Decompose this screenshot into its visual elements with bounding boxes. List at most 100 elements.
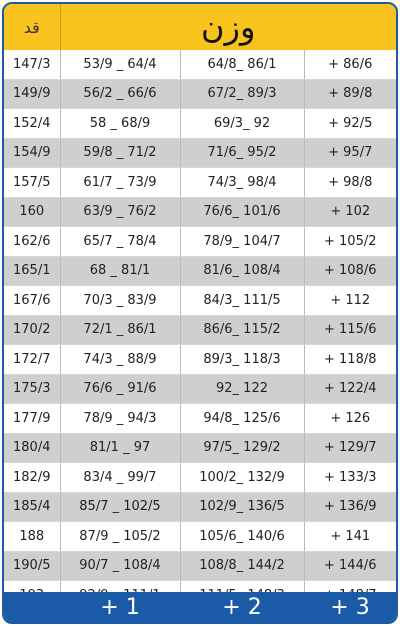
weight-range-1-cell: 53/9 _ 64/4 xyxy=(60,50,181,80)
table-row: 152/4 58 _ 68/9 69/3_ 92 + 92/5 xyxy=(4,108,396,139)
height-cell: 157/5 xyxy=(4,167,61,198)
weight-range-2-cell: 71/6_ 95/2 xyxy=(180,138,305,168)
weight-range-3-cell: + 118/8 xyxy=(304,344,396,375)
weight-range-3-cell: + 122/4 xyxy=(304,374,396,404)
weight-range-3-cell: + 129/7 xyxy=(304,433,396,463)
weight-range-2-cell: 86/6_ 115/2 xyxy=(180,315,305,345)
height-cell: 167/6 xyxy=(4,285,61,316)
weight-range-2-cell: 94/8_ 125/6 xyxy=(180,403,305,434)
weight-range-1-cell: 58 _ 68/9 xyxy=(60,108,181,139)
weight-range-2-cell: 92_ 122 xyxy=(180,374,305,404)
weight-range-2-cell: 97/5_ 129/2 xyxy=(180,433,305,463)
weight-range-3-cell: + 89/8 xyxy=(304,79,396,109)
weight-range-3-cell: + 92/5 xyxy=(304,108,396,139)
height-cell: 162/6 xyxy=(4,226,61,257)
weight-range-1-cell: 70/3 _ 83/9 xyxy=(60,285,181,316)
table-body: 147/3 53/9 _ 64/4 64/8_ 86/1 + 86/6 149/9 56/… xyxy=(4,50,396,611)
weight-range-2-cell: 102/9_ 136/5 xyxy=(180,492,305,522)
weight-range-1-cell: 76/6 _ 91/6 xyxy=(60,374,181,404)
height-cell: 147/3 xyxy=(4,50,61,80)
table-row: 177/9 78/9 _ 94/3 94/8_ 125/6 + 126 xyxy=(4,403,396,434)
table-row: 180/4 81/1 _ 97 97/5_ 129/2 + 129/7 xyxy=(4,433,396,463)
table-row: 147/3 53/9 _ 64/4 64/8_ 86/1 + 86/6 xyxy=(4,50,396,80)
weight-range-1-cell: 59/8 _ 71/2 xyxy=(60,138,181,168)
weight-range-2-cell: 76/6_ 101/6 xyxy=(180,197,305,227)
weight-range-1-cell: 78/9 _ 94/3 xyxy=(60,403,181,434)
height-cell: 175/3 xyxy=(4,374,61,404)
weight-range-1-cell: 65/7 _ 78/4 xyxy=(60,226,181,257)
weight-range-2-cell: 78/9_ 104/7 xyxy=(180,226,305,257)
table-row: 149/9 56/2 _ 66/6 67/2_ 89/3 + 89/8 xyxy=(4,79,396,109)
table-row: 190/5 90/7 _ 108/4 108/8_ 144/2 + 144/6 xyxy=(4,551,396,581)
weight-range-2-cell: 67/2_ 89/3 xyxy=(180,79,305,109)
height-cell: 185/4 xyxy=(4,492,61,522)
weight-range-3-cell: + 98/8 xyxy=(304,167,396,198)
weight-range-3-cell: + 144/6 xyxy=(304,551,396,581)
weight-range-2-cell: 105/6_ 140/6 xyxy=(180,521,305,552)
height-cell: 170/2 xyxy=(4,315,61,345)
height-column-header: قد xyxy=(4,4,61,50)
weight-range-3-cell: + 95/7 xyxy=(304,138,396,168)
table-row: 182/9 83/4 _ 99/7 100/2_ 132/9 + 133/3 xyxy=(4,462,396,493)
table-row: 175/3 76/6 _ 91/6 92_ 122 + 122/4 xyxy=(4,374,396,404)
weight-range-3-cell: + 102 xyxy=(304,197,396,227)
weight-range-3-cell: + 133/3 xyxy=(304,462,396,493)
table-row: 154/9 59/8 _ 71/2 71/6_ 95/2 + 95/7 xyxy=(4,138,396,168)
table-row: 172/7 74/3 _ 88/9 89/3_ 118/3 + 118/8 xyxy=(4,344,396,375)
weight-range-3-cell: + 105/2 xyxy=(304,226,396,257)
weight-range-3-cell: + 115/6 xyxy=(304,315,396,345)
weight-range-1-cell: 61/7 _ 73/9 xyxy=(60,167,181,198)
table-row: 165/1 68 _ 81/1 81/6_ 108/4 + 108/6 xyxy=(4,256,396,286)
weight-range-3-cell: + 108/6 xyxy=(304,256,396,286)
height-cell: 165/1 xyxy=(4,256,61,286)
weight-range-2-cell: 74/3_ 98/4 xyxy=(180,167,305,198)
weight-title: وزن xyxy=(60,4,396,50)
weight-range-3-cell: + 126 xyxy=(304,403,396,434)
table-row: 160 63/9 _ 76/2 76/6_ 101/6 + 102 xyxy=(4,197,396,227)
footer-label-1: + 1 xyxy=(100,594,140,620)
weight-range-3-cell: + 141 xyxy=(304,521,396,552)
table-row: 185/4 85/7 _ 102/5 102/9_ 136/5 + 136/9 xyxy=(4,492,396,522)
weight-range-1-cell: 85/7 _ 102/5 xyxy=(60,492,181,522)
height-cell: 152/4 xyxy=(4,108,61,139)
weight-range-1-cell: 90/7 _ 108/4 xyxy=(60,551,181,581)
weight-range-2-cell: 89/3_ 118/3 xyxy=(180,344,305,375)
weight-range-1-cell: 72/1 _ 86/1 xyxy=(60,315,181,345)
weight-range-3-cell: + 136/9 xyxy=(304,492,396,522)
footer-bar: + 1 + 2 + 3 xyxy=(4,592,396,622)
weight-range-3-cell: + 112 xyxy=(304,285,396,316)
height-weight-table: قد وزن 147/3 53/9 _ 64/4 64/8_ 86/1 + 86/6 1… xyxy=(4,4,396,611)
height-cell: 190/5 xyxy=(4,551,61,581)
footer-spacer xyxy=(4,592,60,622)
table-row: 188 87/9 _ 105/2 105/6_ 140/6 + 141 xyxy=(4,521,396,552)
weight-range-2-cell: 69/3_ 92 xyxy=(180,108,305,139)
height-cell: 149/9 xyxy=(4,79,61,109)
table-row: 167/6 70/3 _ 83/9 84/3_ 111/5 + 112 xyxy=(4,285,396,316)
weight-range-1-cell: 63/9 _ 76/2 xyxy=(60,197,181,227)
weight-range-1-cell: 74/3 _ 88/9 xyxy=(60,344,181,375)
footer-label-2: + 2 xyxy=(222,594,262,620)
weight-range-2-cell: 108/8_ 144/2 xyxy=(180,551,305,581)
weight-range-1-cell: 87/9 _ 105/2 xyxy=(60,521,181,552)
footer-label-3: + 3 xyxy=(330,594,370,620)
weight-range-2-cell: 100/2_ 132/9 xyxy=(180,462,305,493)
weight-range-2-cell: 64/8_ 86/1 xyxy=(180,50,305,80)
height-cell: 160 xyxy=(4,197,61,227)
height-cell: 154/9 xyxy=(4,138,61,168)
height-cell: 177/9 xyxy=(4,403,61,434)
weight-range-1-cell: 83/4 _ 99/7 xyxy=(60,462,181,493)
height-cell: 172/7 xyxy=(4,344,61,375)
weight-range-1-cell: 68 _ 81/1 xyxy=(60,256,181,286)
weight-range-2-cell: 81/6_ 108/4 xyxy=(180,256,305,286)
weight-range-1-cell: 56/2 _ 66/6 xyxy=(60,79,181,109)
weight-range-3-cell: + 86/6 xyxy=(304,50,396,80)
table-row: 157/5 61/7 _ 73/9 74/3_ 98/4 + 98/8 xyxy=(4,167,396,198)
height-cell: 188 xyxy=(4,521,61,552)
weight-range-1-cell: 81/1 _ 97 xyxy=(60,433,181,463)
table-row: 170/2 72/1 _ 86/1 86/6_ 115/2 + 115/6 xyxy=(4,315,396,345)
table-header-row: قد وزن xyxy=(4,4,396,50)
weight-range-2-cell: 84/3_ 111/5 xyxy=(180,285,305,316)
height-cell: 180/4 xyxy=(4,433,61,463)
table-row: 162/6 65/7 _ 78/4 78/9_ 104/7 + 105/2 xyxy=(4,226,396,257)
